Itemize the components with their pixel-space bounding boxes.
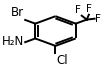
Text: F: F (86, 4, 92, 14)
Text: Cl: Cl (56, 54, 68, 67)
Text: Br: Br (11, 6, 24, 19)
Text: F: F (95, 14, 101, 24)
Text: F: F (75, 5, 81, 15)
Text: H₂N: H₂N (2, 35, 24, 48)
